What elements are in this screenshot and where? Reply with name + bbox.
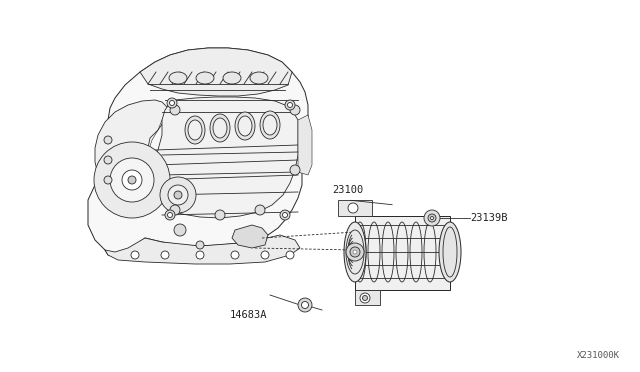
Circle shape (301, 301, 308, 308)
Circle shape (285, 100, 295, 110)
Circle shape (128, 176, 136, 184)
Circle shape (353, 250, 357, 254)
Circle shape (196, 251, 204, 259)
Circle shape (122, 170, 142, 190)
Polygon shape (355, 216, 450, 290)
Circle shape (431, 217, 433, 219)
Polygon shape (355, 290, 380, 305)
Circle shape (94, 142, 170, 218)
Circle shape (160, 177, 196, 213)
Circle shape (282, 212, 287, 218)
Circle shape (165, 210, 175, 220)
Circle shape (362, 295, 367, 301)
Circle shape (110, 158, 154, 202)
Circle shape (346, 243, 364, 261)
Circle shape (428, 214, 436, 222)
Polygon shape (105, 235, 300, 264)
Circle shape (348, 203, 358, 213)
Circle shape (170, 205, 180, 215)
Circle shape (168, 185, 188, 205)
Circle shape (350, 247, 360, 257)
Ellipse shape (260, 111, 280, 139)
Circle shape (424, 210, 440, 226)
Circle shape (174, 191, 182, 199)
Circle shape (298, 298, 312, 312)
Ellipse shape (188, 120, 202, 140)
Polygon shape (298, 115, 312, 175)
Ellipse shape (169, 72, 187, 84)
Circle shape (196, 241, 204, 249)
Text: 23100: 23100 (332, 185, 364, 195)
Polygon shape (232, 225, 268, 248)
Ellipse shape (344, 222, 366, 282)
Circle shape (170, 105, 180, 115)
Polygon shape (88, 48, 308, 255)
Circle shape (104, 136, 112, 144)
Circle shape (161, 251, 169, 259)
Ellipse shape (223, 72, 241, 84)
Ellipse shape (210, 114, 230, 142)
Polygon shape (152, 97, 298, 218)
Text: 14683A: 14683A (230, 310, 268, 320)
Circle shape (280, 210, 290, 220)
Ellipse shape (250, 72, 268, 84)
Circle shape (170, 100, 175, 106)
Circle shape (290, 165, 300, 175)
Ellipse shape (196, 72, 214, 84)
Circle shape (287, 103, 292, 108)
Polygon shape (338, 200, 372, 216)
Circle shape (104, 176, 112, 184)
Circle shape (360, 293, 370, 303)
Circle shape (215, 210, 225, 220)
Ellipse shape (439, 222, 461, 282)
Ellipse shape (263, 115, 277, 135)
Circle shape (290, 105, 300, 115)
Circle shape (104, 156, 112, 164)
Ellipse shape (213, 118, 227, 138)
Circle shape (131, 251, 139, 259)
Circle shape (231, 251, 239, 259)
Ellipse shape (185, 116, 205, 144)
Circle shape (167, 98, 177, 108)
Circle shape (168, 212, 173, 218)
Polygon shape (95, 100, 168, 196)
Circle shape (286, 251, 294, 259)
Ellipse shape (346, 230, 364, 274)
Polygon shape (140, 48, 292, 96)
Circle shape (174, 224, 186, 236)
Circle shape (255, 205, 265, 215)
Ellipse shape (235, 112, 255, 140)
Text: X231000K: X231000K (577, 351, 620, 360)
Ellipse shape (238, 116, 252, 136)
Text: 23139B: 23139B (470, 213, 508, 223)
Circle shape (261, 251, 269, 259)
